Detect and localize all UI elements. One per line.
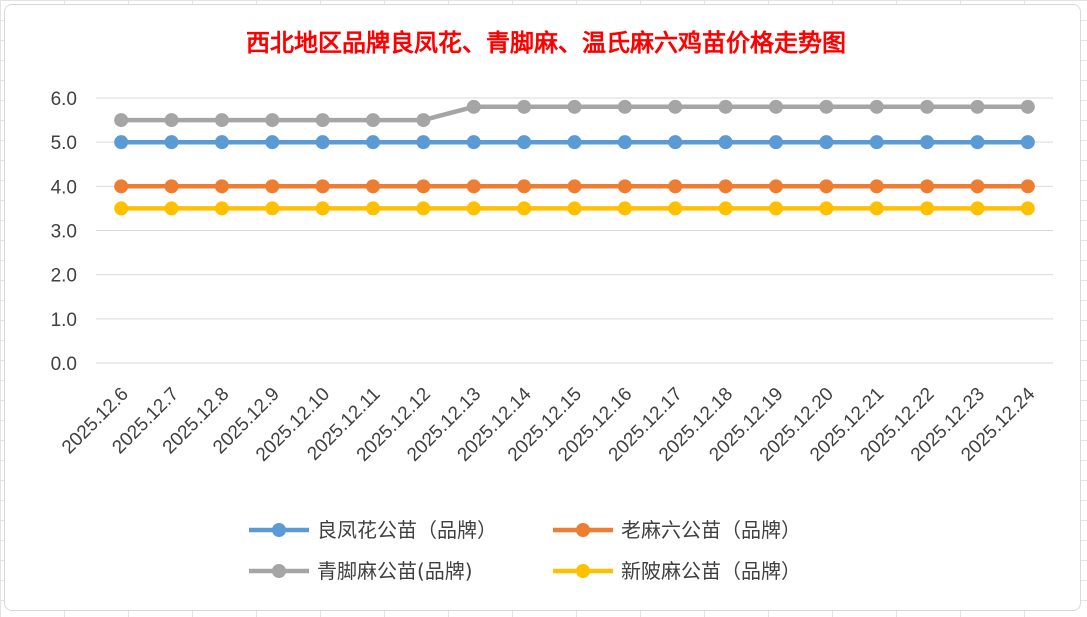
y-tick-label: 1.0 xyxy=(51,310,77,331)
data-point xyxy=(718,201,733,216)
data-point xyxy=(517,179,532,194)
data-point xyxy=(668,99,683,114)
data-point xyxy=(1020,179,1035,194)
chart-area[interactable]: 西北地区品牌良凤花、青脚麻、温氏麻六鸡苗价格走势图 0.0 1.0 2.0 3.0 4.0… xyxy=(4,4,1081,611)
data-point xyxy=(869,179,884,194)
data-point xyxy=(214,135,229,150)
data-point xyxy=(567,201,582,216)
legend-swatch-marker xyxy=(576,523,590,537)
data-point xyxy=(265,201,280,216)
data-point xyxy=(567,135,582,150)
legend-entry[interactable]: 青脚麻公苗(品牌) xyxy=(317,559,473,583)
data-point xyxy=(1020,99,1035,114)
data-point xyxy=(869,201,884,216)
data-point xyxy=(265,135,280,150)
data-point xyxy=(819,179,834,194)
data-point xyxy=(768,179,783,194)
data-point xyxy=(164,113,179,128)
data-point xyxy=(315,179,330,194)
legend-entry[interactable]: 老麻六公苗（品牌） xyxy=(621,518,801,542)
data-point xyxy=(1020,201,1035,216)
data-point xyxy=(920,179,935,194)
data-point xyxy=(366,201,381,216)
line-chart: 西北地区品牌良凤花、青脚麻、温氏麻六鸡苗价格走势图 0.0 1.0 2.0 3.0 4.0… xyxy=(51,28,1053,583)
data-point xyxy=(366,179,381,194)
y-tick-label: 2.0 xyxy=(51,266,77,287)
data-point xyxy=(970,99,985,114)
data-point xyxy=(164,135,179,150)
data-point xyxy=(517,99,532,114)
data-point xyxy=(164,179,179,194)
data-point xyxy=(668,201,683,216)
data-point xyxy=(416,113,431,128)
data-point xyxy=(869,135,884,150)
legend-swatch-marker xyxy=(272,564,286,578)
data-point xyxy=(920,135,935,150)
data-point xyxy=(466,179,481,194)
data-point xyxy=(970,135,985,150)
data-point xyxy=(416,135,431,150)
y-tick-label: 0.0 xyxy=(51,354,77,375)
data-point xyxy=(718,99,733,114)
data-point xyxy=(466,135,481,150)
data-point xyxy=(617,201,632,216)
data-point xyxy=(617,99,632,114)
data-point xyxy=(718,179,733,194)
data-point xyxy=(920,201,935,216)
data-point xyxy=(668,135,683,150)
data-point xyxy=(114,179,129,194)
data-point xyxy=(718,135,733,150)
data-point xyxy=(617,135,632,150)
y-tick-label: 6.0 xyxy=(51,89,77,110)
data-point xyxy=(315,201,330,216)
data-point xyxy=(819,201,834,216)
data-point xyxy=(617,179,632,194)
data-point xyxy=(970,179,985,194)
data-point xyxy=(466,201,481,216)
data-point xyxy=(265,113,280,128)
data-point xyxy=(366,113,381,128)
data-point xyxy=(567,99,582,114)
data-point xyxy=(366,135,381,150)
data-point xyxy=(114,201,129,216)
data-point xyxy=(114,113,129,128)
data-point xyxy=(920,99,935,114)
data-point xyxy=(819,99,834,114)
data-point xyxy=(214,179,229,194)
data-point xyxy=(416,179,431,194)
data-point xyxy=(416,201,431,216)
data-point xyxy=(768,135,783,150)
data-point xyxy=(214,201,229,216)
data-point xyxy=(567,179,582,194)
data-point xyxy=(768,99,783,114)
legend-swatch-marker xyxy=(576,564,590,578)
legend-swatch-marker xyxy=(272,523,286,537)
data-point xyxy=(819,135,834,150)
data-point xyxy=(315,113,330,128)
data-point xyxy=(970,201,985,216)
data-point xyxy=(114,135,129,150)
data-point xyxy=(315,135,330,150)
y-tick-label: 5.0 xyxy=(51,133,77,154)
data-point xyxy=(668,179,683,194)
legend-entry[interactable]: 新陂麻公苗（品牌） xyxy=(621,559,801,583)
data-point xyxy=(869,99,884,114)
data-point xyxy=(768,201,783,216)
data-point xyxy=(214,113,229,128)
y-tick-label: 3.0 xyxy=(51,222,77,243)
legend-entry[interactable]: 良凤花公苗（品牌） xyxy=(317,518,497,542)
data-point xyxy=(517,201,532,216)
chart-title: 西北地区品牌良凤花、青脚麻、温氏麻六鸡苗价格走势图 xyxy=(246,28,846,57)
data-point xyxy=(517,135,532,150)
data-point xyxy=(466,99,481,114)
data-point xyxy=(1020,135,1035,150)
y-tick-label: 4.0 xyxy=(51,177,77,198)
data-point xyxy=(164,201,179,216)
data-point xyxy=(265,179,280,194)
